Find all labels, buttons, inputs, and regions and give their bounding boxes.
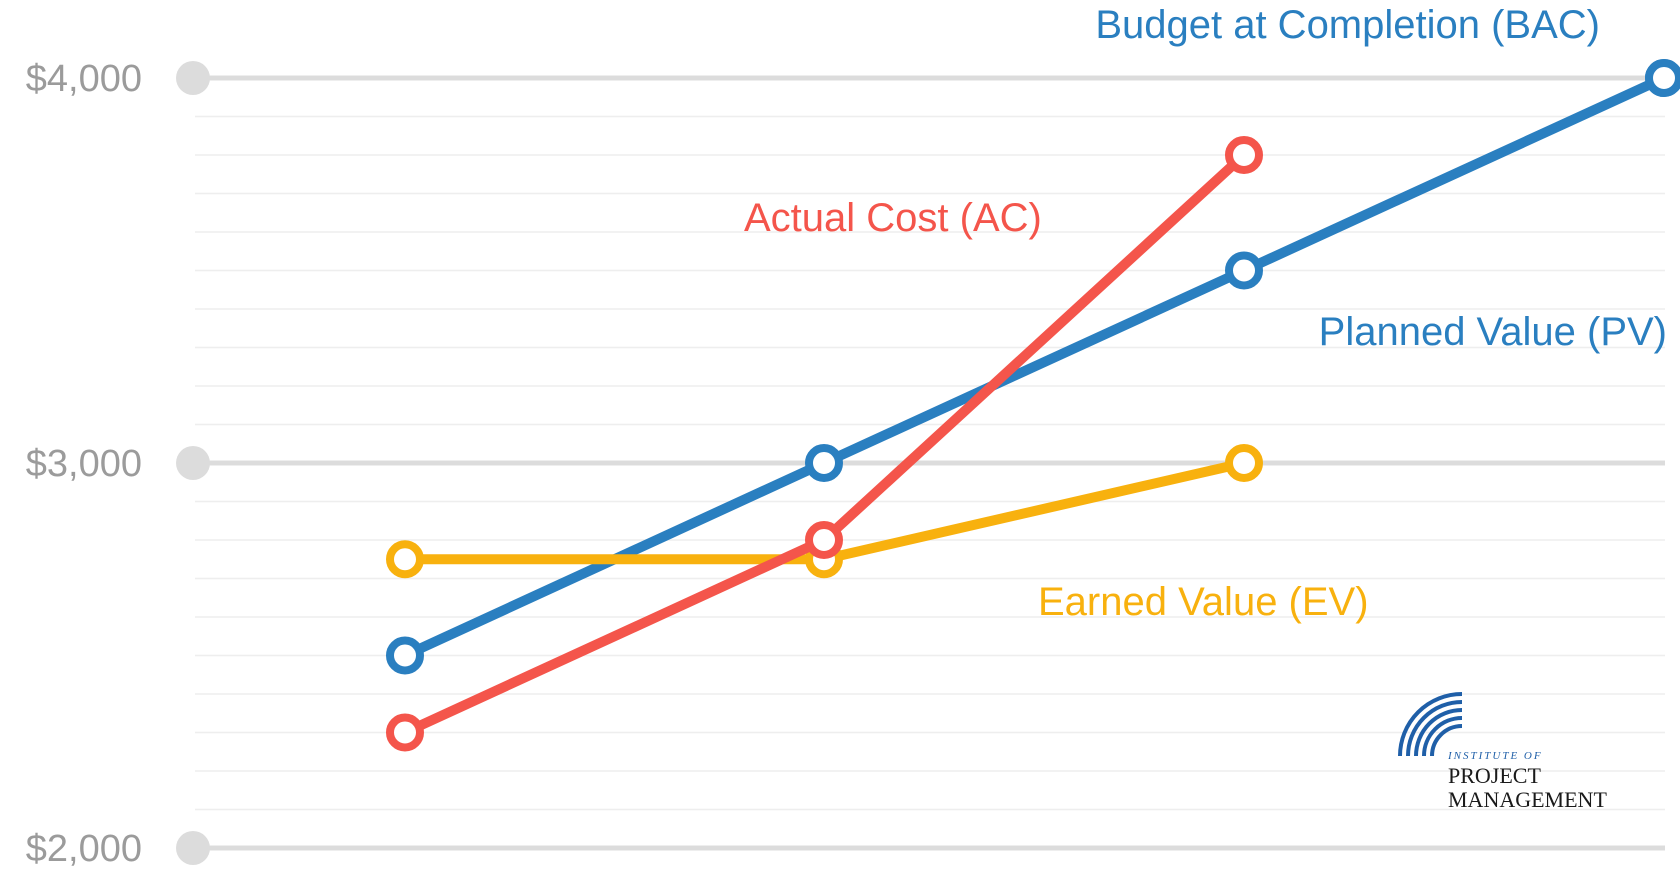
y-tick-label-3000: $3,000 xyxy=(26,443,142,485)
major-gridlines xyxy=(176,61,1665,865)
data-point-planned-value-pv xyxy=(1225,251,1263,290)
logo-line-project: PROJECT xyxy=(1448,763,1541,788)
y-tick-label-4000: $4,000 xyxy=(26,58,142,100)
data-point-planned-value-pv xyxy=(805,444,843,482)
institute-logo-icon xyxy=(1398,692,1463,757)
ev-label: Earned Value (EV) xyxy=(1038,580,1369,624)
data-point-actual-cost-ac xyxy=(1225,136,1263,174)
series-line-actual-cost-ac xyxy=(400,150,1249,738)
pv-label: Planned Value (PV) xyxy=(1319,310,1667,354)
ac-label: Actual Cost (AC) xyxy=(744,196,1042,240)
data-point-actual-cost-ac xyxy=(386,713,424,752)
axis-dot-3000 xyxy=(176,446,210,480)
bac-label: Budget at Completion (BAC) xyxy=(1095,3,1600,47)
series-line-planned-value-pv xyxy=(400,73,1669,661)
minor-gridlines xyxy=(195,115,1665,811)
logo-line-institute: INSTITUTE OF xyxy=(1447,750,1543,762)
data-point-actual-cost-ac xyxy=(805,521,843,559)
institute-logo: INSTITUTE OF PROJECT MANAGEMENT xyxy=(1398,692,1607,812)
axis-dot-2000 xyxy=(176,831,210,865)
y-axis: $4,000 $3,000 $2,000 xyxy=(26,58,142,870)
y-tick-label-2000: $2,000 xyxy=(26,828,142,870)
series-layer xyxy=(386,59,1680,752)
data-point-planned-value-pv xyxy=(386,636,424,675)
axis-dot-4000 xyxy=(176,61,210,95)
data-point-budget-at-completion-bac xyxy=(1645,59,1680,97)
data-point-earned-value-ev xyxy=(386,540,424,579)
logo-line-management: MANAGEMENT xyxy=(1448,787,1607,812)
data-point-earned-value-ev xyxy=(1225,444,1263,482)
